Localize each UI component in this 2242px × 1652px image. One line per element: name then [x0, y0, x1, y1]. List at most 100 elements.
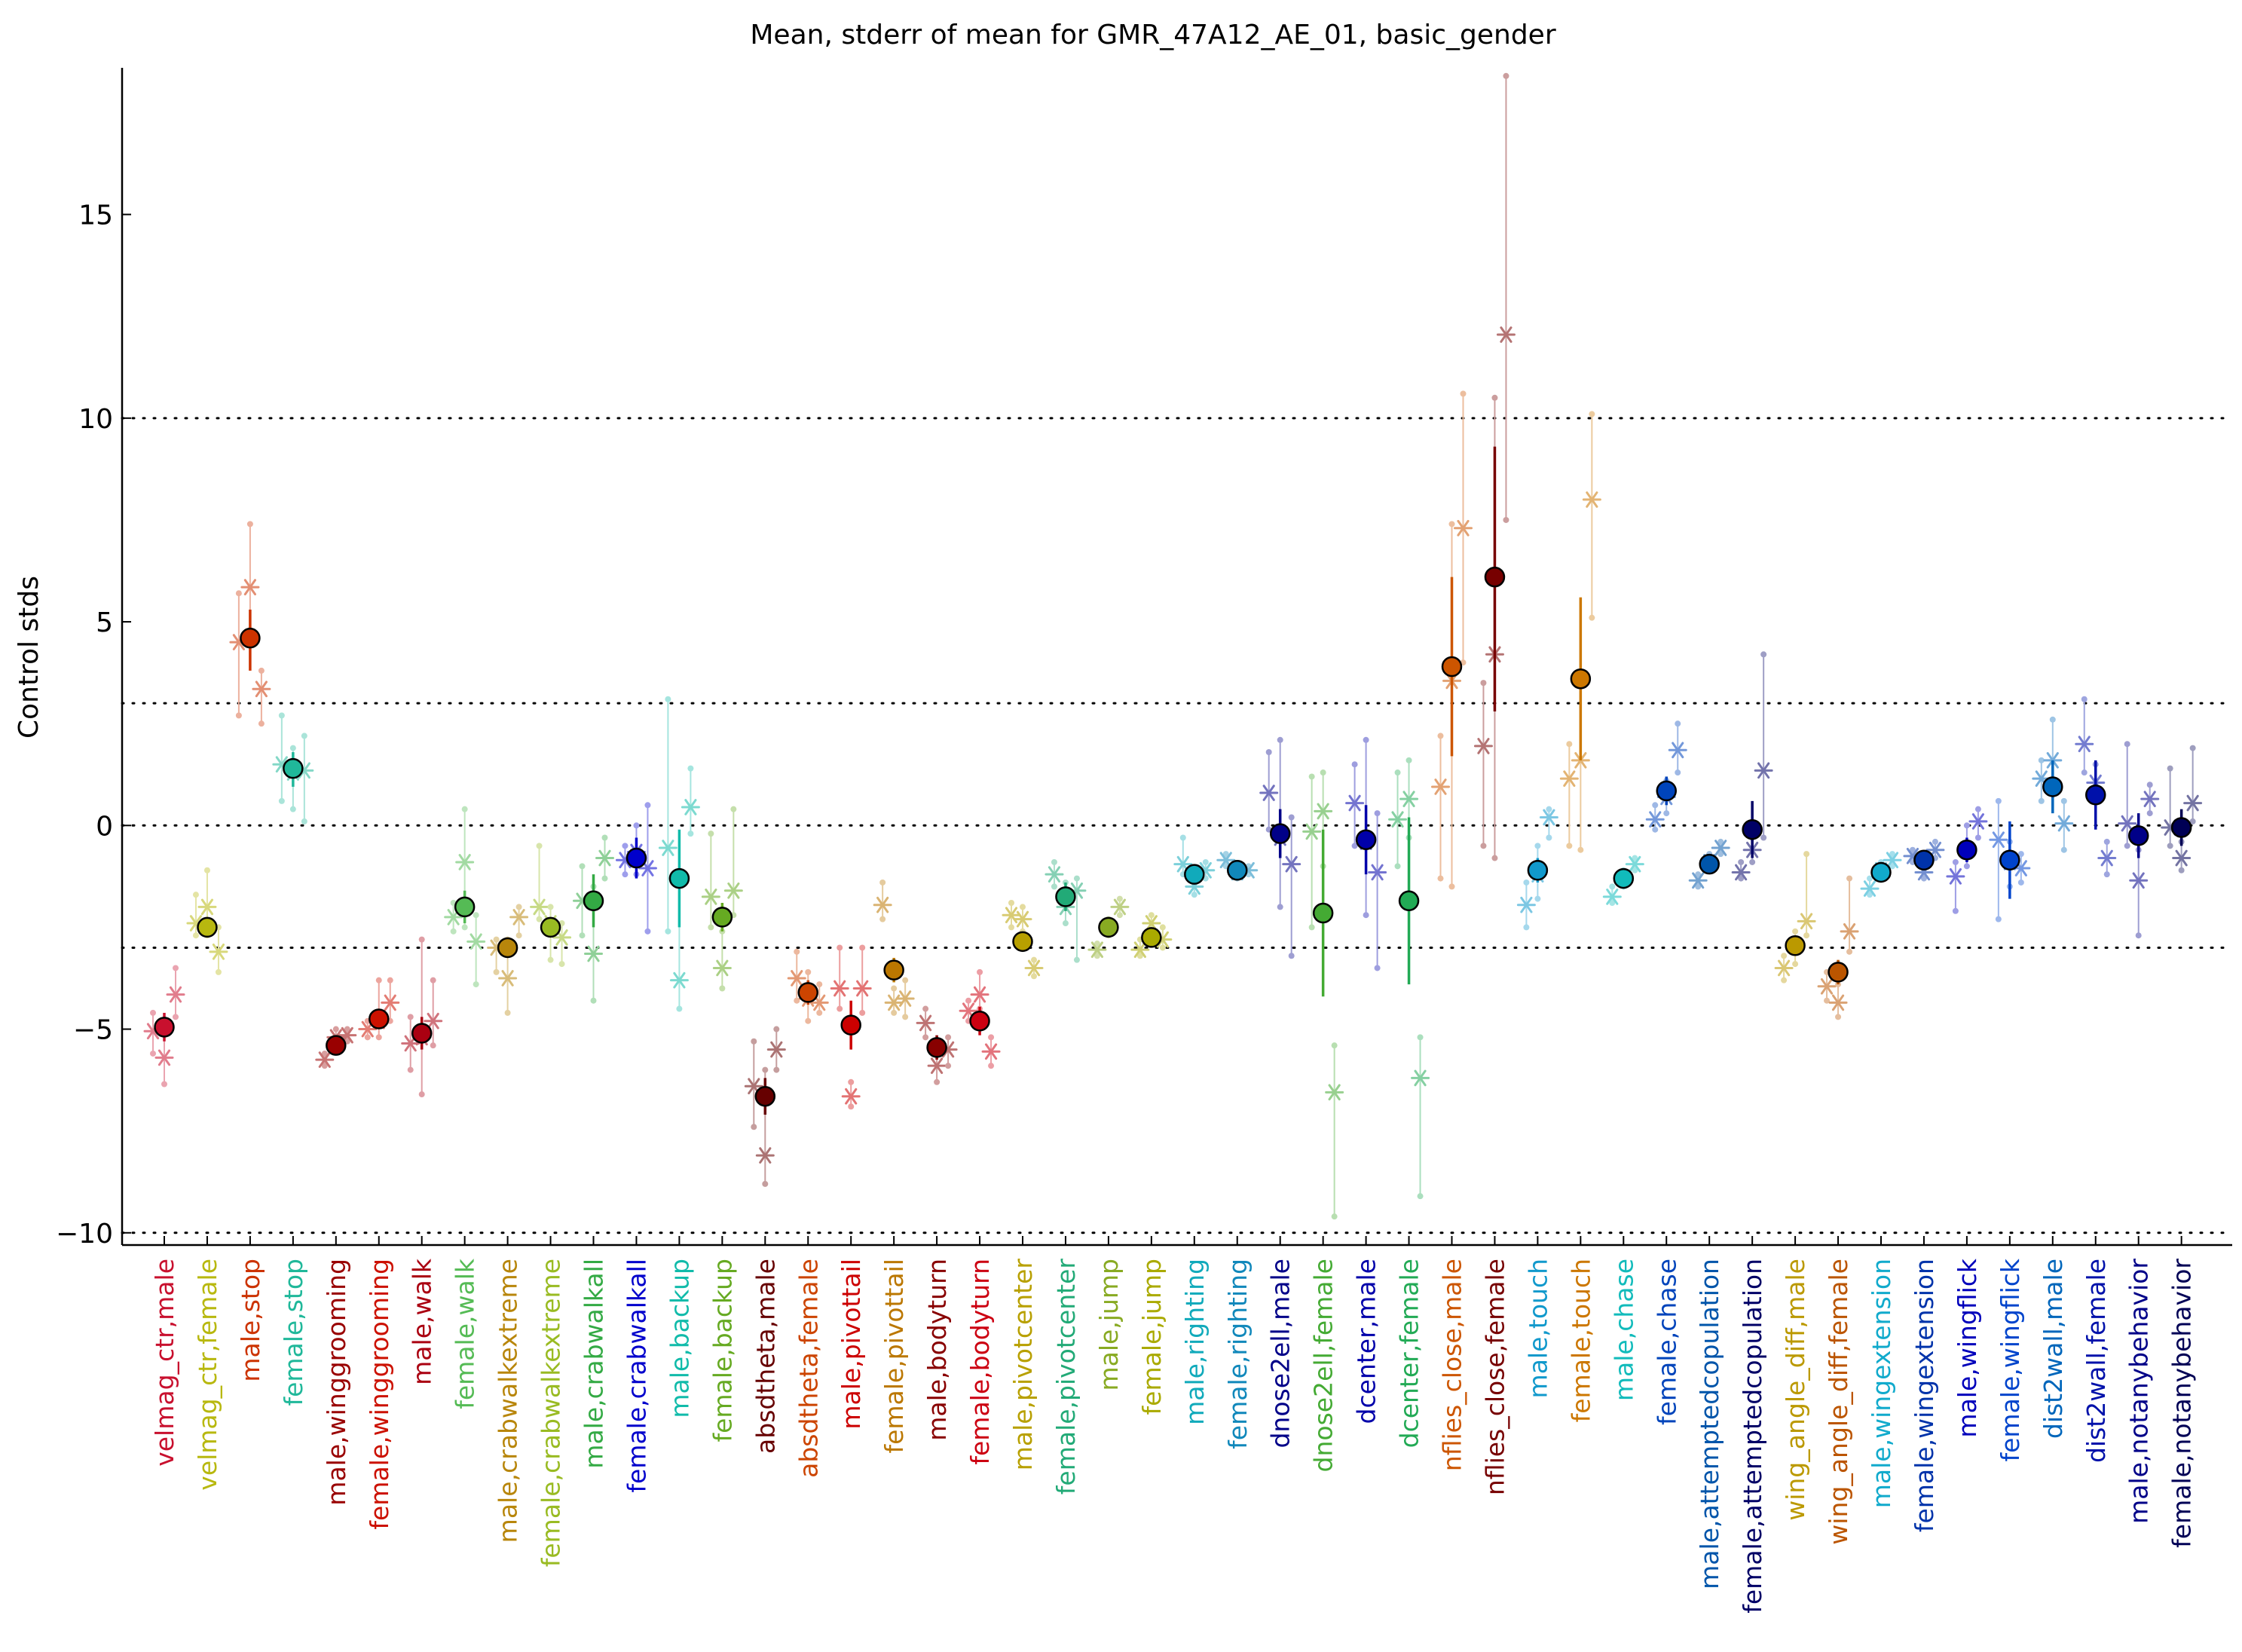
x-tick-label: female,attemptedcopulation [1738, 1259, 1767, 1614]
category-group [2075, 696, 2117, 878]
experiment-range-end [1491, 855, 1498, 861]
x-tick-label: male,pivottail [837, 1259, 866, 1430]
star-stroke [673, 971, 686, 989]
mean-marker [197, 916, 218, 938]
experiment-range-end [1277, 904, 1283, 910]
experiment-range-end [1308, 773, 1315, 780]
experiment-range-end [2103, 838, 2110, 845]
experiment-range-end [2189, 818, 2196, 824]
mean-marker [926, 1037, 947, 1058]
experiment-range-end [473, 981, 479, 988]
mean-marker [583, 890, 604, 912]
experiment-range-end [1792, 961, 1799, 968]
mean-marker [754, 1085, 776, 1107]
category-group [1388, 757, 1430, 1200]
star-stroke [427, 1012, 439, 1029]
experiment-range-end [1867, 875, 1873, 882]
experiment-range-end [1051, 883, 1057, 890]
experiment-range-end [173, 965, 179, 971]
data-marks [143, 72, 2203, 1220]
star-stroke [1477, 738, 1490, 754]
experiment-range-end [1663, 810, 1670, 817]
star-stroke [748, 1078, 760, 1095]
star-stroke [770, 1041, 783, 1058]
experiment-range-end [301, 818, 307, 824]
experiment-range-end [848, 1103, 855, 1110]
experiment-range-end [1675, 720, 1681, 727]
experiment-mean-star [1368, 864, 1387, 881]
experiment-mean-star [970, 986, 989, 1003]
category-group [2161, 745, 2203, 873]
experiment-mean-star [1989, 831, 2008, 849]
experiment-mean-star [1130, 941, 1150, 958]
experiment-range-end [1738, 858, 1745, 865]
mean-marker [1570, 668, 1592, 690]
mean-marker [2085, 785, 2106, 806]
experiment-range-end [719, 985, 726, 992]
experiment-range-end [1020, 904, 1026, 910]
x-tick-label: female,pivottail [879, 1259, 909, 1454]
experiment-range-end [1632, 855, 1638, 861]
experiment-range-end [1331, 1042, 1338, 1049]
star-stroke [759, 1147, 772, 1164]
experiment-mean-star [1013, 910, 1032, 928]
experiment-mean-star [1454, 519, 1473, 537]
experiment-mean-star [1688, 872, 1708, 889]
experiment-range-end [215, 968, 222, 975]
experiment-range-end [1480, 680, 1487, 687]
x-tick-label: dcenter,male [1352, 1259, 1381, 1424]
experiment-mean-star [381, 994, 400, 1011]
experiment-range-end [1320, 769, 1326, 776]
experiment-range-end [1503, 72, 1509, 79]
experiment-range-end [1417, 1193, 1424, 1200]
star-stroke [1757, 762, 1770, 779]
experiment-range-end [891, 985, 898, 992]
star-stroke [200, 898, 214, 916]
experiment-range-end [762, 1066, 769, 1073]
experiment-range-end [235, 712, 242, 719]
experiment-range-end [450, 928, 457, 935]
experiment-range-end [1051, 858, 1057, 865]
experiment-range-end [1448, 883, 1455, 890]
y-tick-label: −10 [56, 1219, 113, 1250]
experiment-range-end [751, 1124, 757, 1130]
star-stroke [984, 1043, 998, 1060]
experiment-range-end [1448, 521, 1455, 528]
category-group [1002, 899, 1044, 980]
experiment-mean-star [927, 1057, 947, 1075]
mean-marker [625, 847, 647, 869]
category-group [315, 1026, 357, 1069]
experiment-range-end [965, 997, 972, 1004]
experiment-range-end [150, 1050, 156, 1057]
experiment-range-end [730, 806, 737, 812]
star-stroke [2121, 815, 2133, 832]
y-tick-label: 5 [96, 607, 113, 638]
experiment-mean-star [584, 945, 603, 962]
category-group [1216, 851, 1259, 882]
star-stroke [1328, 1084, 1341, 1101]
mean-marker [1870, 861, 1892, 883]
experiment-range-end [1265, 749, 1272, 756]
experiment-range-end [278, 797, 285, 804]
experiment-mean-star [1840, 922, 1859, 940]
star-stroke [1800, 913, 1813, 930]
experiment-mean-star [852, 980, 872, 997]
experiment-mean-star [315, 1051, 335, 1068]
experiment-range-end [1277, 736, 1283, 743]
experiment-range-end [622, 871, 629, 878]
experiment-range-end [1136, 953, 1143, 959]
experiment-mean-star [755, 1147, 775, 1164]
experiment-mean-star [2183, 794, 2203, 812]
star-stroke [684, 799, 697, 815]
experiment-range-end [1846, 875, 1853, 882]
category-group [873, 879, 915, 1020]
mean-marker [1613, 867, 1635, 889]
experiment-range-end [601, 875, 608, 882]
experiment-range-end [622, 843, 629, 849]
experiment-range-end [2146, 782, 2153, 788]
x-ticks [164, 1236, 2182, 1245]
star-stroke [1563, 770, 1576, 787]
experiment-range-end [902, 977, 909, 984]
experiment-range-end [590, 997, 597, 1004]
